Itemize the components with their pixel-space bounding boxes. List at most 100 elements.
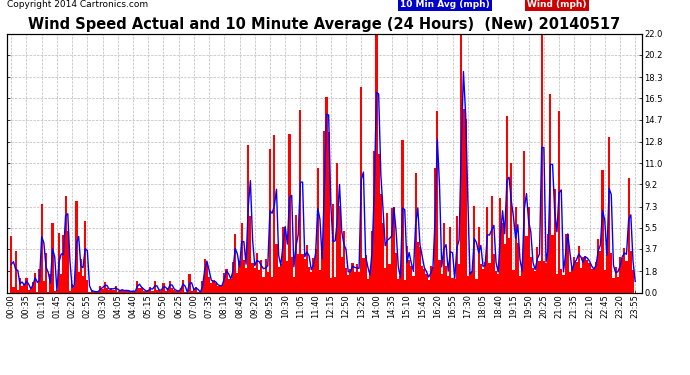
Bar	[373, 151, 375, 292]
Bar	[310, 273, 313, 292]
Bar	[547, 234, 549, 292]
Bar	[282, 226, 284, 292]
Bar	[213, 280, 215, 292]
Bar	[623, 248, 625, 292]
Bar	[17, 290, 19, 292]
Bar	[536, 247, 538, 292]
Bar	[32, 282, 34, 292]
Bar	[156, 290, 158, 292]
Bar	[84, 221, 86, 292]
Bar	[426, 274, 428, 292]
Bar	[245, 268, 247, 292]
Bar	[538, 261, 540, 292]
Bar	[71, 284, 73, 292]
Bar	[69, 291, 71, 292]
Bar	[243, 260, 245, 292]
Bar	[415, 173, 417, 292]
Bar	[304, 259, 306, 292]
Bar	[306, 245, 308, 292]
Bar	[519, 276, 521, 292]
Bar	[506, 116, 508, 292]
Bar	[77, 272, 80, 292]
Bar	[551, 235, 553, 292]
Bar	[328, 132, 330, 292]
Bar	[86, 280, 88, 292]
Bar	[124, 291, 126, 292]
Bar	[593, 269, 595, 292]
Bar	[430, 266, 432, 292]
Bar	[23, 284, 26, 292]
Bar	[523, 151, 525, 292]
Bar	[402, 140, 404, 292]
Bar	[73, 286, 75, 292]
Bar	[612, 278, 615, 292]
Bar	[628, 178, 630, 292]
Bar	[223, 273, 226, 292]
Bar	[99, 286, 101, 292]
Bar	[508, 238, 510, 292]
Bar	[564, 234, 566, 292]
Bar	[480, 264, 482, 292]
Bar	[215, 283, 217, 292]
Bar	[395, 253, 397, 292]
Bar	[575, 262, 578, 292]
Bar	[313, 258, 315, 292]
Bar	[482, 268, 484, 292]
Bar	[486, 207, 489, 292]
Bar	[391, 208, 393, 292]
Text: 10 Min Avg (mph): 10 Min Avg (mph)	[400, 0, 490, 9]
Bar	[264, 259, 267, 292]
Bar	[279, 264, 282, 292]
Bar	[349, 268, 351, 292]
Bar	[388, 264, 391, 292]
Bar	[341, 256, 343, 292]
Bar	[104, 282, 106, 292]
Bar	[521, 266, 523, 292]
Bar	[525, 236, 528, 292]
Bar	[371, 231, 373, 292]
Bar	[67, 231, 69, 292]
Bar	[406, 246, 408, 292]
Bar	[384, 268, 386, 292]
Bar	[558, 111, 560, 292]
Bar	[201, 280, 204, 292]
Bar	[419, 247, 421, 292]
Bar	[445, 266, 447, 292]
Bar	[308, 267, 310, 292]
Bar	[386, 213, 388, 292]
Bar	[173, 290, 175, 292]
Text: Wind Speed Actual and 10 Minute Average (24 Hours)  (New) 20140517: Wind Speed Actual and 10 Minute Average …	[28, 17, 620, 32]
Bar	[273, 135, 275, 292]
Bar	[600, 251, 602, 292]
Bar	[147, 291, 149, 292]
Bar	[604, 270, 606, 292]
Bar	[615, 267, 617, 292]
Bar	[119, 290, 121, 292]
Bar	[413, 276, 415, 292]
Bar	[338, 206, 341, 292]
Bar	[288, 134, 290, 292]
Bar	[438, 260, 441, 292]
Bar	[586, 260, 589, 292]
Bar	[108, 290, 110, 292]
Bar	[423, 269, 426, 292]
Bar	[434, 168, 436, 292]
Bar	[473, 206, 475, 292]
Bar	[608, 136, 610, 292]
Bar	[226, 269, 228, 292]
Bar	[251, 263, 254, 292]
Bar	[595, 262, 597, 292]
Bar	[404, 280, 406, 292]
Bar	[632, 270, 634, 292]
Bar	[136, 281, 139, 292]
Bar	[462, 109, 464, 292]
Bar	[345, 268, 347, 292]
Bar	[179, 288, 182, 292]
Bar	[556, 274, 558, 292]
Bar	[241, 223, 243, 292]
Bar	[375, 34, 377, 292]
Bar	[39, 269, 41, 292]
Bar	[334, 277, 336, 292]
Bar	[112, 290, 115, 292]
Bar	[64, 196, 67, 292]
